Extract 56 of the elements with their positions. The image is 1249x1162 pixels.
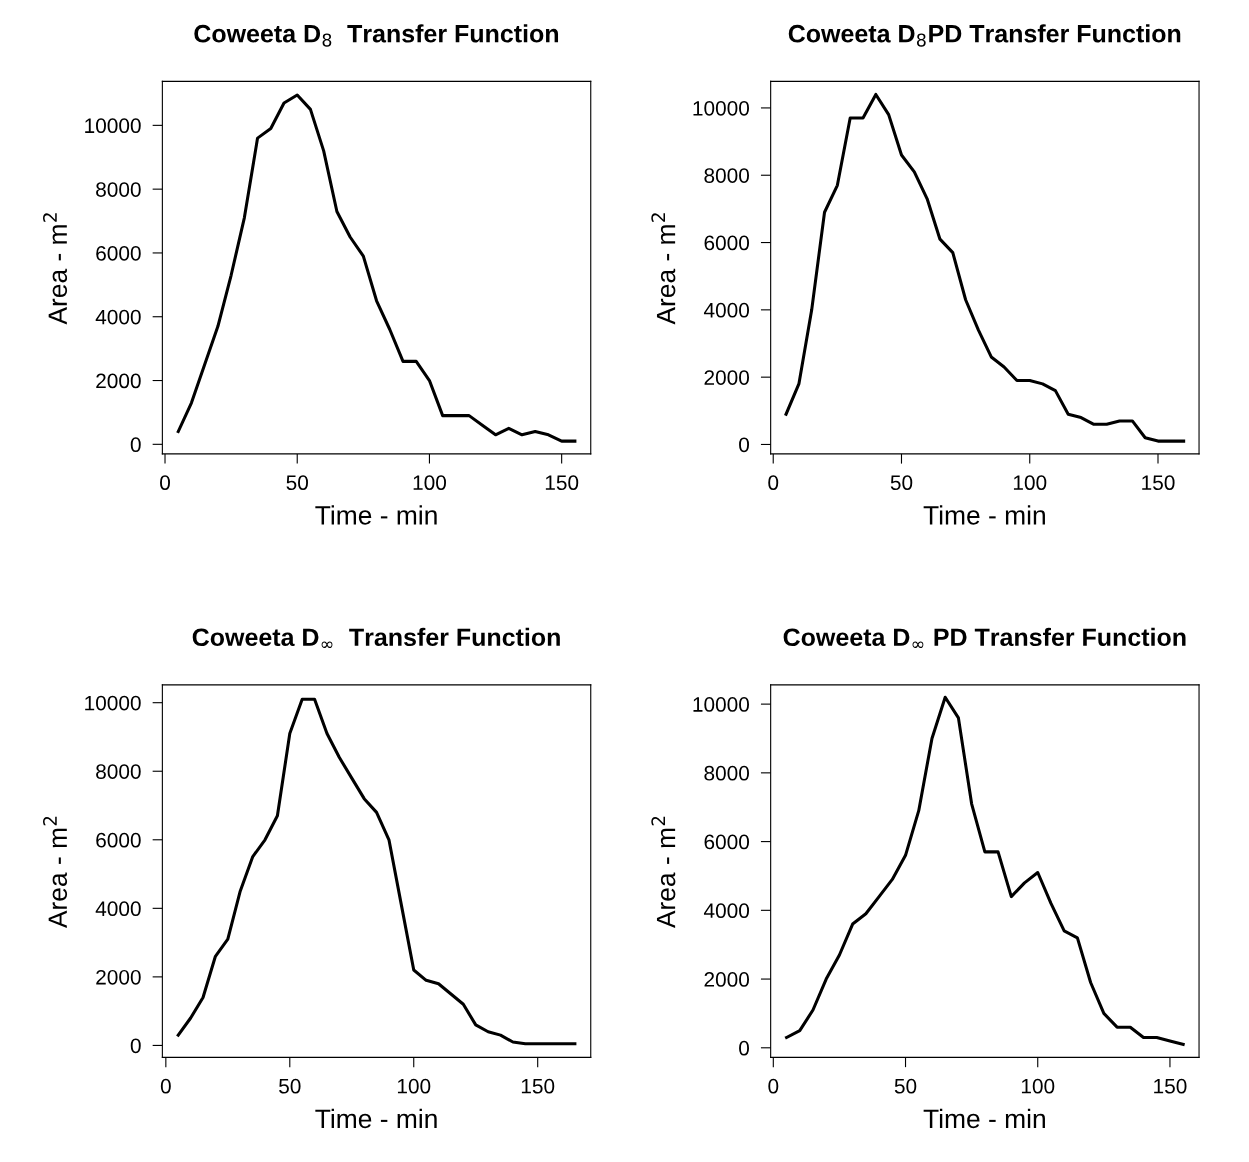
y-tick-label: 6000 [704, 834, 750, 850]
y-tick-label: 0 [739, 1040, 750, 1056]
x-tick-label: 0 [160, 1078, 171, 1094]
y-tick-label: 4000 [95, 901, 141, 917]
y-tick-label: 6000 [96, 245, 141, 261]
y-axis-title: Area - m$^{2}$ [43, 816, 68, 929]
x-tick-label: 0 [768, 1078, 779, 1094]
y-tick-label: 10000 [693, 100, 750, 116]
chart-title: Coweeta D$_{∞}$ Transfer Function [192, 627, 560, 648]
y-tick-label: 0 [130, 437, 141, 453]
x-axis-title: Time - min [315, 1108, 437, 1129]
y-tick-label: 0 [130, 1038, 141, 1054]
y-tick-label: 10000 [85, 695, 141, 711]
x-tick-label: 150 [521, 1078, 555, 1094]
line-series [176, 697, 577, 1046]
y-tick-label: 10000 [693, 697, 750, 712]
chart-title: Coweeta D$_{8}$ Transfer Function [194, 24, 559, 47]
y-tick-label: 8000 [704, 765, 750, 781]
y-tick-label: 8000 [96, 764, 141, 779]
x-tick-label: 100 [397, 1078, 431, 1094]
x-tick-label: 0 [160, 475, 170, 491]
y-tick-label: 8000 [704, 168, 750, 183]
x-tick-label: 100 [1013, 475, 1047, 491]
x-tick-label: 50 [279, 1078, 301, 1094]
y-tick-label: 6000 [704, 235, 750, 251]
x-axis-title: Time - min [923, 1108, 1045, 1129]
x-tick-label: 50 [286, 475, 308, 491]
x-tick-label: 100 [413, 475, 447, 491]
y-tick-label: 8000 [96, 182, 141, 197]
line-series [785, 695, 1185, 1046]
y-tick-label: 4000 [703, 903, 750, 919]
y-tick-label: 4000 [703, 302, 750, 318]
x-tick-label: 100 [1021, 1078, 1055, 1094]
y-tick-label: 2000 [704, 972, 750, 987]
chart-title: Coweeta D$_{8}$PD Transfer Function [788, 24, 1181, 47]
line-series [176, 93, 577, 443]
y-tick-label: 2000 [96, 969, 141, 985]
y-tick-label: 2000 [96, 373, 141, 389]
x-tick-label: 0 [768, 475, 779, 491]
x-axis-title: Time - min [315, 505, 437, 525]
y-tick-label: 0 [739, 437, 750, 453]
y-axis-title: Area - m$^{2}$ [651, 213, 676, 325]
y-axis-title: Area - m$^{2}$ [651, 816, 676, 929]
x-tick-label: 50 [890, 475, 913, 491]
y-tick-label: 6000 [96, 832, 141, 848]
y-tick-label: 4000 [95, 309, 141, 325]
y-tick-label: 10000 [85, 118, 141, 134]
y-axis-title: Area - m$^{2}$ [43, 213, 68, 325]
x-axis-title: Time - min [923, 505, 1045, 525]
x-tick-label: 150 [545, 475, 579, 491]
x-tick-label: 150 [1154, 1078, 1187, 1094]
chart-title: Coweeta D$_{∞}$ PD Transfer Function [783, 627, 1186, 648]
x-tick-label: 150 [1142, 475, 1175, 491]
y-tick-label: 2000 [704, 370, 750, 385]
line-series [784, 92, 1186, 443]
x-tick-label: 50 [894, 1078, 917, 1094]
